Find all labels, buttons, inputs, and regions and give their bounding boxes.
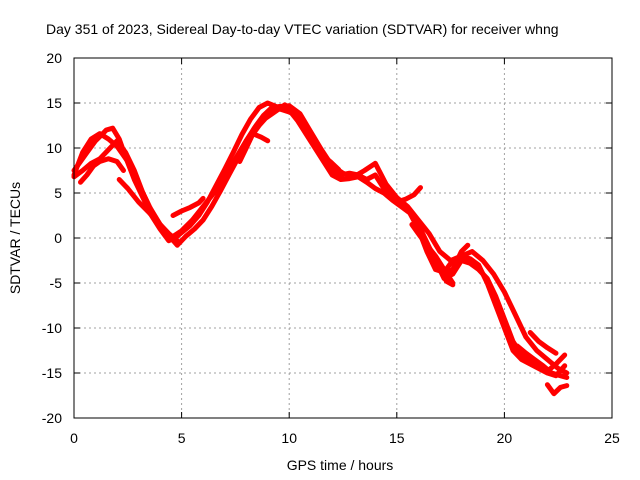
series-line-track-4 — [78, 156, 126, 185]
x-tick-label: 5 — [178, 430, 186, 446]
x-axis-label: GPS time / hours — [287, 457, 394, 473]
y-tick-label: 20 — [46, 50, 62, 66]
y-tick-label: -10 — [42, 320, 62, 336]
series-line-track-14 — [514, 343, 570, 380]
x-tick-label: 15 — [389, 430, 405, 446]
x-tick-label: 0 — [70, 430, 78, 446]
y-tick-label: -15 — [42, 365, 62, 381]
x-tick-label: 25 — [604, 430, 620, 446]
y-tick-label: -20 — [42, 410, 62, 426]
chart-title: Day 351 of 2023, Sidereal Day-to-day VTE… — [46, 21, 559, 37]
series-line-track-7 — [237, 102, 288, 164]
series-line-track-16 — [527, 330, 559, 356]
series-line-track-8 — [252, 132, 271, 144]
series-line-track-15 — [544, 382, 570, 397]
y-tick-label: 0 — [54, 230, 62, 246]
series-line-track-5 — [116, 177, 180, 244]
y-axis-label: SDTVAR / TECUs — [7, 182, 23, 294]
series-line-track-10 — [394, 185, 423, 205]
series-line-track-13 — [441, 242, 471, 277]
y-tick-label: 15 — [46, 95, 62, 111]
axis-ticks: 0 5 10 15 20 25 -20 -15 -10 -5 0 5 10 15 20 — [42, 50, 620, 446]
series-group — [71, 100, 570, 397]
y-tick-label: 5 — [54, 185, 62, 201]
series-line-track-9 — [319, 151, 342, 173]
y-tick-label: -5 — [50, 275, 63, 291]
x-tick-label: 10 — [281, 430, 297, 446]
series-line-track-6 — [170, 195, 206, 218]
series-line-track-3 — [71, 103, 570, 376]
x-tick-label: 20 — [497, 430, 513, 446]
y-tick-label: 10 — [46, 140, 62, 156]
